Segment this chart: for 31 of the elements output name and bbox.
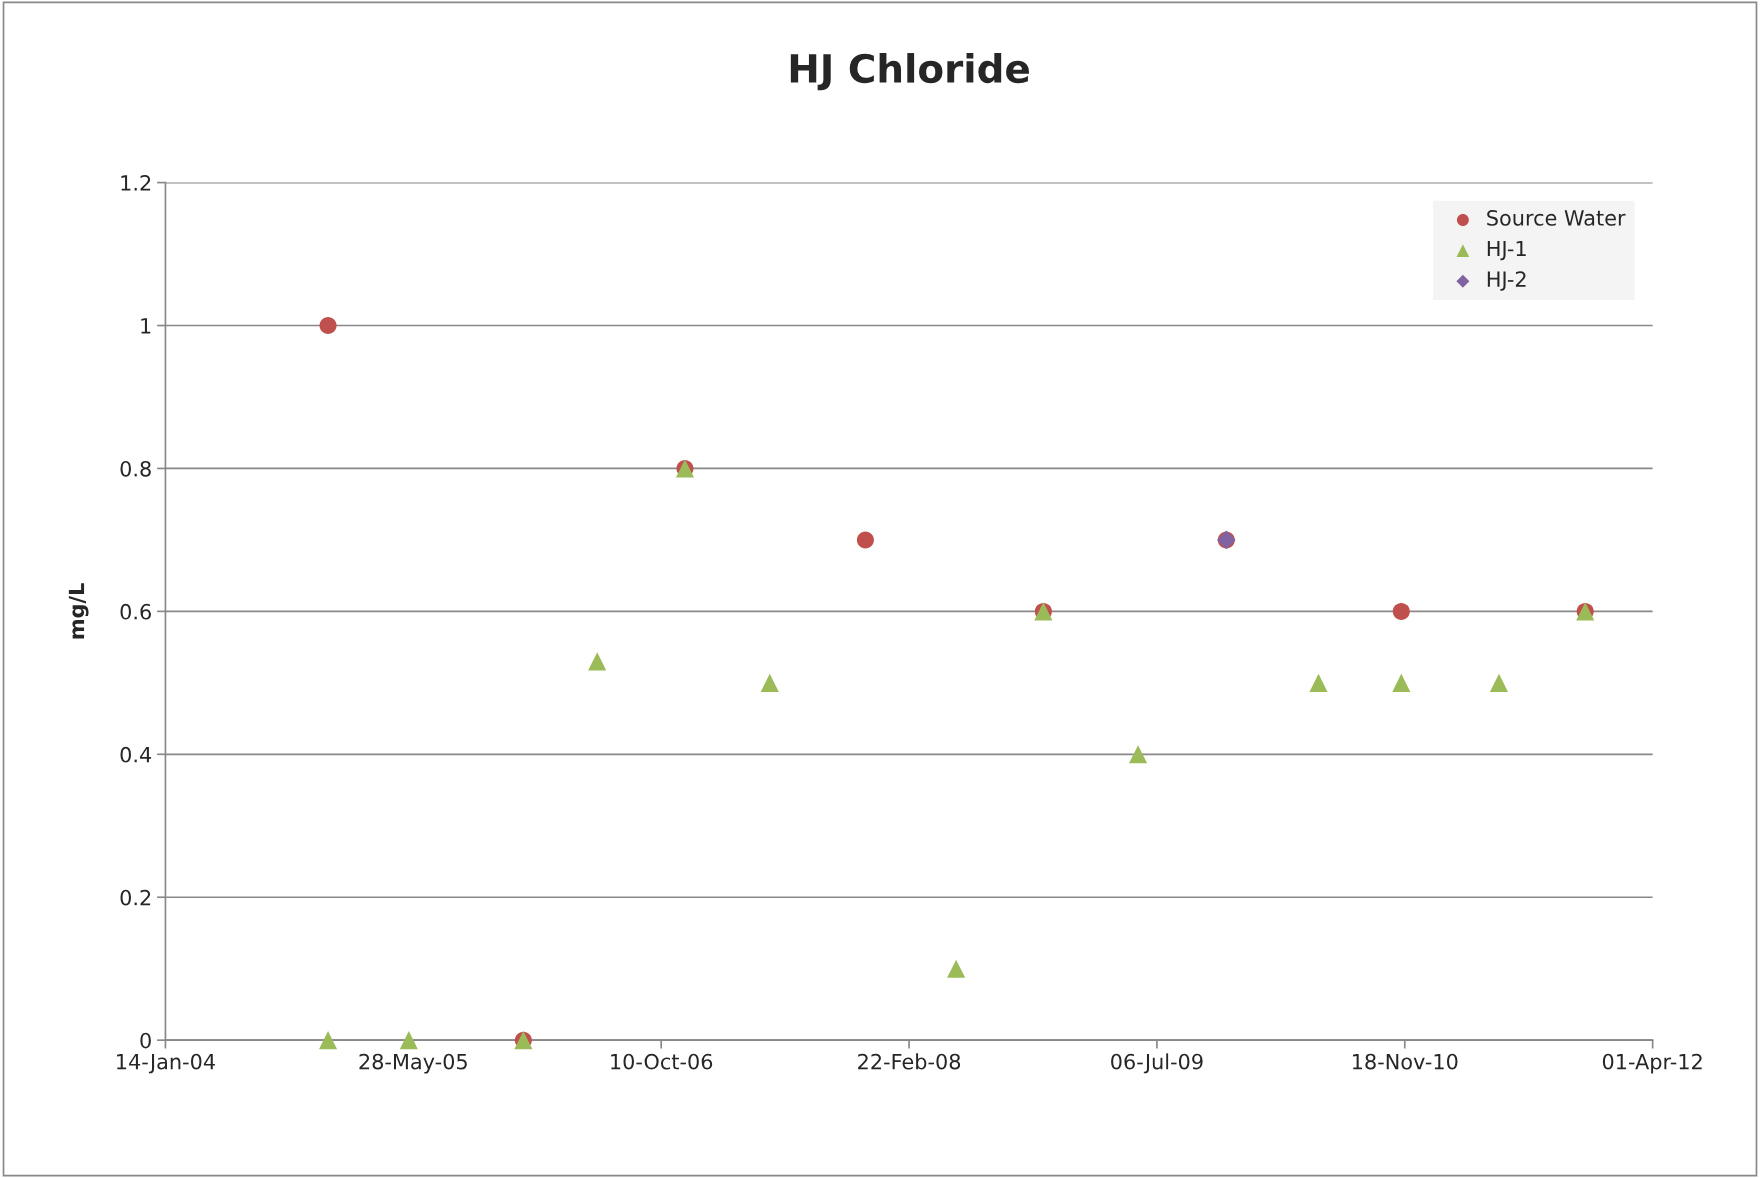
point: [319, 317, 337, 335]
point: [947, 959, 966, 978]
y-tick-label: 0.6: [120, 603, 151, 620]
x-tick-label: 18-Nov-10: [1352, 1053, 1458, 1070]
y-axis-title: mg/L: [68, 583, 89, 639]
point: [399, 1031, 418, 1050]
point: [856, 531, 874, 549]
point: [1392, 602, 1410, 620]
x-tick-label: 28-May-05: [359, 1053, 467, 1074]
y-tick-label: 0.4: [120, 746, 152, 763]
y-tick-label: 1: [141, 318, 151, 334]
y-tick-label: 0.8: [120, 460, 151, 477]
x-tick-label: 06-Jul-09: [1111, 1053, 1203, 1074]
x-tick-label: 10-Oct-06: [611, 1053, 713, 1070]
y-tick-label: 0.2: [120, 889, 151, 906]
legend-label: HJ-1: [1487, 240, 1526, 261]
legend-label: Source Water: [1487, 210, 1626, 226]
chart-title: HJ Chloride: [790, 53, 1029, 91]
x-tick-label: 01-Apr-12: [1602, 1053, 1702, 1074]
point: [318, 1031, 338, 1050]
point: [1129, 745, 1148, 764]
legend-label: HJ-2: [1487, 271, 1526, 291]
y-tick-label: 1.2: [121, 175, 151, 191]
y-tick-label: 0: [140, 1032, 151, 1049]
x-tick-label: 22-Feb-08: [858, 1053, 961, 1070]
point: [588, 652, 607, 671]
point: [1489, 673, 1509, 692]
x-tick-label: 14-Jan-04: [117, 1053, 215, 1074]
point: [760, 673, 779, 692]
point: [1309, 673, 1328, 692]
point: [1392, 673, 1411, 692]
